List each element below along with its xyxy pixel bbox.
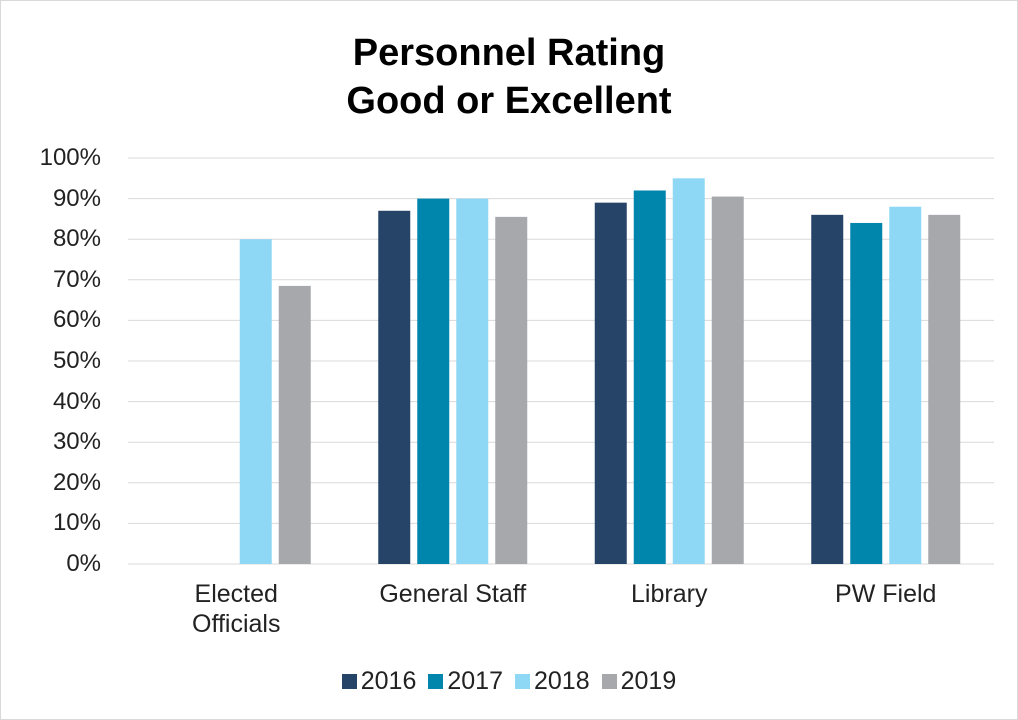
y-tick-label: 0% (66, 550, 101, 577)
legend-swatch (515, 674, 530, 689)
bar (239, 239, 272, 564)
bar (672, 178, 705, 565)
bar (711, 196, 744, 564)
y-tick-label: 50% (52, 347, 101, 374)
legend-label: 2017 (447, 667, 503, 695)
bar (889, 206, 922, 564)
legend-label: 2016 (360, 667, 417, 695)
legend-label: 2019 (620, 667, 677, 695)
legend: 2016 2017 2018 2019 (1, 667, 1017, 696)
y-tick-label: 80% (52, 225, 101, 253)
x-tick-label: General Staff (379, 580, 527, 608)
y-tick-label: 10% (52, 509, 101, 537)
bar (633, 190, 666, 565)
x-tick-label: Elected Officials (192, 580, 281, 638)
legend-item: 2016 (341, 667, 417, 696)
x-tick-label: PW Field (835, 580, 937, 608)
chart-title: Personnel Rating Good or Excellent (346, 32, 672, 122)
legend-label: 2018 (534, 667, 590, 695)
legend-swatch (341, 674, 357, 689)
bar (278, 285, 311, 564)
legend-swatch (601, 674, 617, 689)
y-tick-label: 90% (52, 184, 101, 212)
y-tick-label: 100% (39, 144, 101, 171)
legend-item: 2018 (515, 667, 590, 696)
y-tick-label: 40% (52, 387, 101, 415)
y-tick-label: 30% (52, 428, 101, 456)
y-tick-label: 70% (52, 265, 101, 293)
bar (495, 216, 528, 564)
bar (456, 198, 489, 564)
bar (378, 210, 411, 564)
bar (594, 202, 627, 564)
legend-item: 2019 (601, 667, 677, 696)
bar (811, 214, 844, 564)
bar (928, 214, 961, 564)
legend-swatch (428, 674, 444, 689)
legend-item: 2017 (428, 667, 503, 696)
bar (850, 222, 883, 564)
bar (417, 198, 450, 564)
x-tick-label: Library (631, 580, 708, 608)
y-tick-label: 60% (52, 306, 101, 334)
y-tick-label: 20% (52, 468, 101, 496)
